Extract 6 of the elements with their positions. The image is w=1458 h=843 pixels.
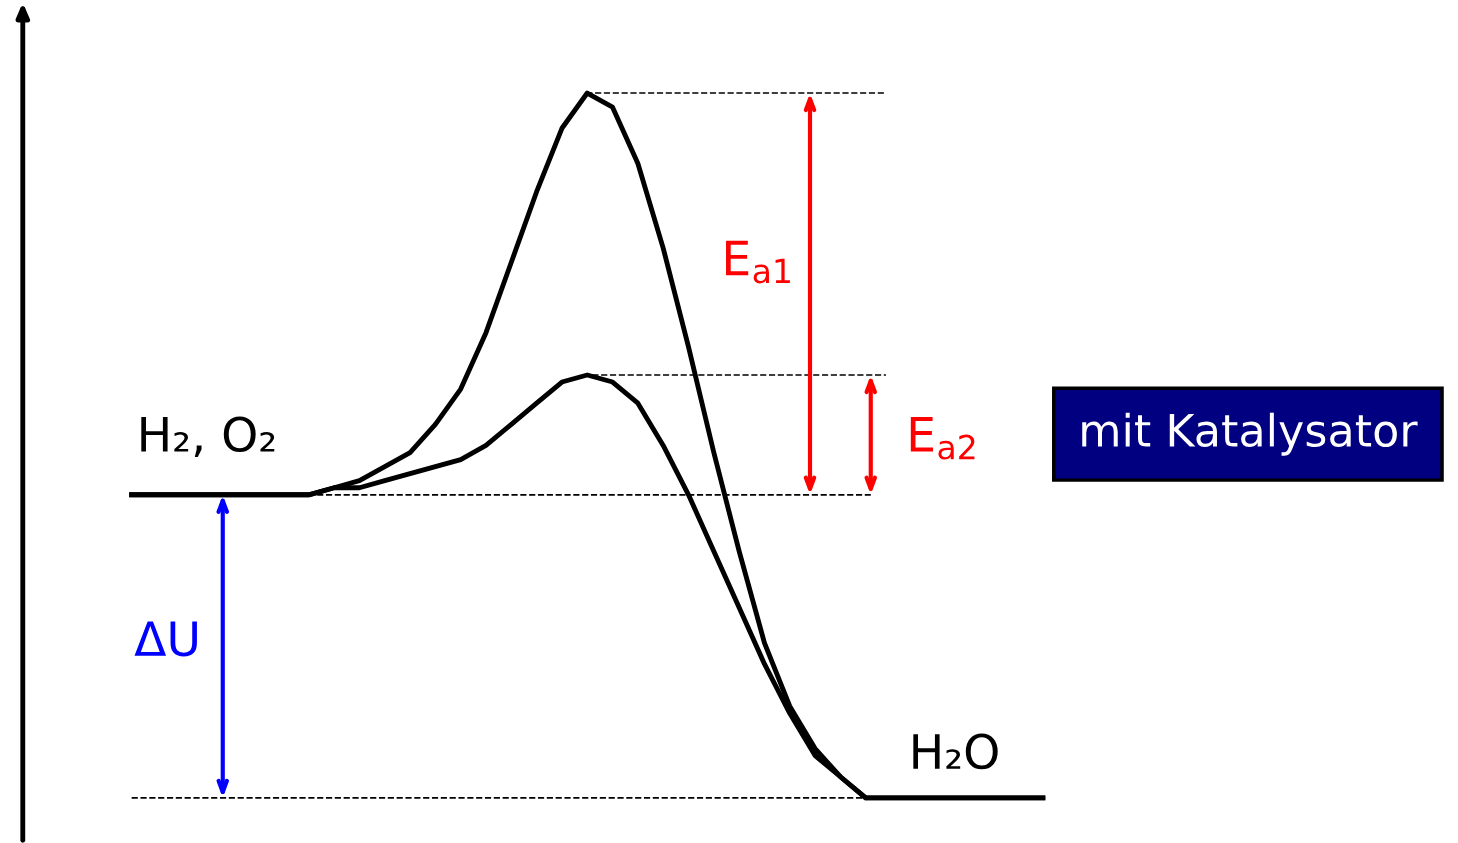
annotation: H₂, O₂ <box>141 416 275 457</box>
annotation: ΔU <box>134 621 197 657</box>
annotation: H₂O <box>913 733 998 770</box>
annotation: E$_{a2}$ <box>910 416 975 460</box>
text: mit Katalysator <box>1082 412 1418 456</box>
annotation: E$_{a1}$ <box>726 240 790 284</box>
